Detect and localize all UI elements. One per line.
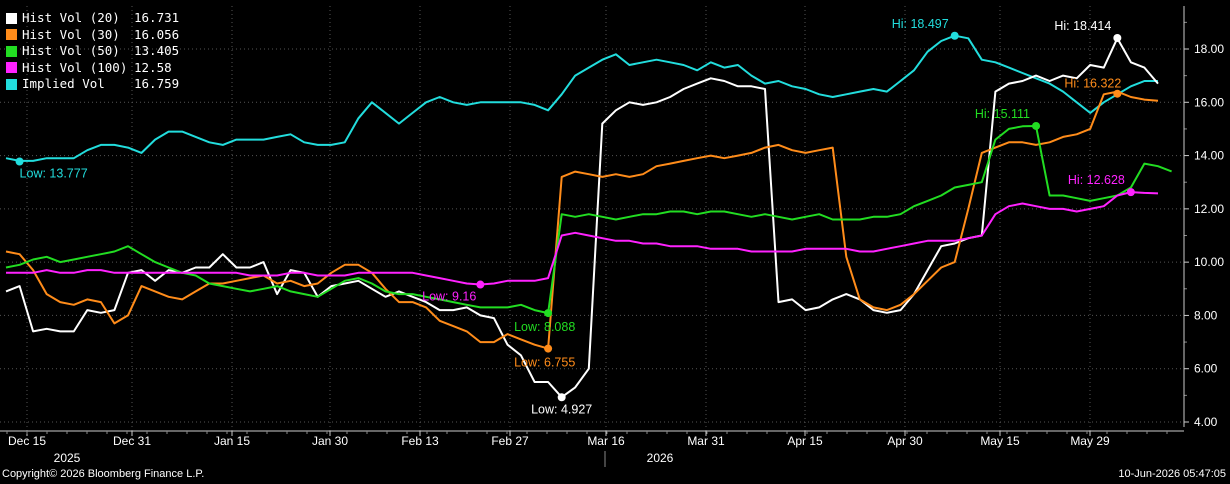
annotation-marker bbox=[15, 157, 24, 166]
legend-swatch-icon bbox=[6, 45, 17, 57]
series-line-implied-vol[interactable] bbox=[5, 34, 1158, 162]
timestamp: 10-Jun-2026 05:47:05 bbox=[1118, 468, 1226, 480]
legend-value: 16.056 bbox=[134, 26, 180, 42]
x-axis: Dec 15 Dec 31 Jan 15 Jan 30 Feb 13 Feb 27 Mar … bbox=[0, 430, 1184, 467]
annotation-label: Low: 8.088 bbox=[514, 320, 575, 334]
annotation-marker bbox=[1113, 89, 1122, 98]
annotation-marker bbox=[476, 280, 485, 289]
annotation-marker bbox=[1113, 33, 1122, 42]
legend-label: Hist Vol (100) bbox=[22, 59, 128, 75]
legend-swatch-icon bbox=[6, 62, 17, 74]
legend-label: Hist Vol (50) bbox=[22, 43, 120, 58]
x-tick-label: May 15 bbox=[980, 434, 1020, 448]
annotation-label: Hi: 12.628 bbox=[1068, 173, 1125, 187]
y-tick-label: 12.00 bbox=[1194, 202, 1224, 216]
annotation-label: Low: 9.16 bbox=[422, 290, 476, 304]
y-axis: 4.00 6.00 8.00 10.00 12.00 14.00 16.00 18.00 bbox=[1183, 6, 1224, 429]
x-tick-label: Apr 30 bbox=[887, 434, 923, 448]
legend-swatch-icon bbox=[6, 29, 17, 41]
annotation-marker bbox=[557, 393, 566, 402]
annotation-marker bbox=[950, 31, 959, 40]
series-line-hist-vol-50-[interactable] bbox=[5, 125, 1172, 315]
y-tick-label: 6.00 bbox=[1194, 362, 1218, 376]
x-tick-label: May 29 bbox=[1070, 434, 1110, 448]
annotation-marker bbox=[544, 309, 553, 318]
legend-value: 12.58 bbox=[134, 59, 172, 75]
x-tick-label: Feb 13 bbox=[401, 434, 439, 448]
y-tick-label: 14.00 bbox=[1194, 149, 1224, 163]
legend-swatch-icon bbox=[6, 12, 17, 24]
legend-label: Hist Vol (30) bbox=[22, 26, 120, 42]
legend: Hist Vol (20) 16.731 Hist Vol (30) 16.056 … bbox=[6, 10, 179, 93]
y-tick-label: 8.00 bbox=[1194, 308, 1218, 322]
legend-swatch-icon bbox=[6, 78, 17, 90]
annotation-label: Hi: 15.111 bbox=[975, 107, 1030, 121]
x-tick-label: Mar 31 bbox=[687, 434, 725, 448]
x-tick-label: Mar 16 bbox=[587, 434, 625, 448]
year-label: 2026 bbox=[647, 451, 674, 465]
legend-item[interactable]: Hist Vol (30) 16.056 bbox=[6, 27, 179, 44]
legend-item[interactable]: Implied Vol 16.759 bbox=[6, 76, 179, 93]
x-tick-label: Dec 31 bbox=[113, 434, 151, 448]
y-tick-label: 4.00 bbox=[1194, 415, 1218, 429]
annotation-marker bbox=[1126, 188, 1135, 197]
y-tick-label: 16.00 bbox=[1194, 95, 1224, 109]
annotation-label: Low: 6.755 bbox=[514, 356, 575, 370]
x-tick-label: Jan 15 bbox=[214, 434, 250, 448]
series-line-hist-vol-100-[interactable] bbox=[6, 191, 1159, 286]
legend-item[interactable]: Hist Vol (50) 13.405 bbox=[6, 43, 179, 60]
legend-value: 16.759 bbox=[134, 76, 180, 91]
annotation-label: Hi: 18.414 bbox=[1054, 19, 1111, 33]
series-line-hist-vol-30-[interactable] bbox=[5, 90, 1159, 350]
annotation-marker bbox=[1032, 121, 1041, 130]
legend-value: 13.405 bbox=[134, 43, 180, 58]
annotation-label: Low: 13.777 bbox=[20, 167, 88, 181]
legend-item[interactable]: Hist Vol (100) 12.58 bbox=[6, 60, 179, 77]
y-tick-label: 10.00 bbox=[1194, 255, 1224, 269]
annotation-label: Low: 4.927 bbox=[531, 402, 592, 416]
legend-item[interactable]: Hist Vol (20) 16.731 bbox=[6, 10, 179, 27]
series-lines bbox=[5, 34, 1172, 399]
x-tick-label: Dec 15 bbox=[8, 434, 46, 448]
copyright: Copyright© 2026 Bloomberg Finance L.P. bbox=[2, 468, 205, 480]
legend-value: 16.731 bbox=[134, 10, 180, 25]
annotation-label: Hi: 16.322 bbox=[1064, 77, 1121, 91]
year-label: 2025 bbox=[54, 451, 81, 465]
annotations: Low: 13.777 Hi: 18.497 Low: 4.927 Hi: 18.41… bbox=[15, 17, 1135, 416]
x-tick-label: Feb 27 bbox=[491, 434, 529, 448]
legend-label: Implied Vol bbox=[22, 76, 105, 91]
x-tick-label: Apr 15 bbox=[787, 434, 823, 448]
y-tick-label: 18.00 bbox=[1194, 42, 1224, 56]
annotation-label: Hi: 18.497 bbox=[892, 17, 949, 31]
x-tick-label: Jan 30 bbox=[312, 434, 348, 448]
annotation-marker bbox=[544, 344, 553, 353]
legend-label: Hist Vol (20) bbox=[22, 10, 120, 25]
